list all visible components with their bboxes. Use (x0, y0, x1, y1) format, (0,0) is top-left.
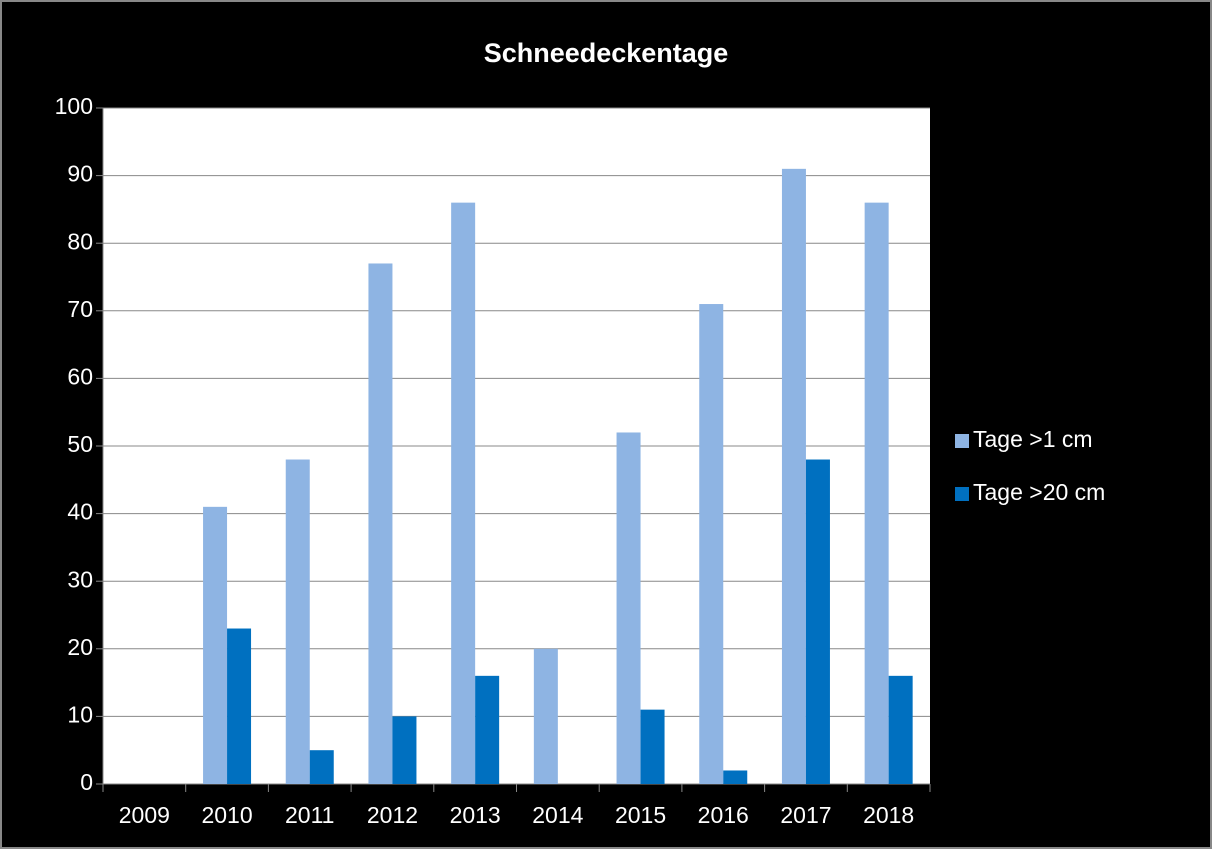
bar (864, 202, 889, 784)
legend-label: Tage >20 cm (973, 479, 1105, 505)
y-tick-label: 90 (67, 161, 93, 187)
bar (368, 263, 393, 785)
x-tick-label: 2015 (615, 802, 666, 828)
bar (309, 750, 334, 784)
bar (203, 506, 228, 784)
y-tick-label: 20 (67, 634, 93, 660)
bar (616, 432, 641, 784)
legend-swatch (955, 434, 969, 448)
bar (451, 202, 476, 784)
bar (533, 648, 558, 784)
x-tick-label: 2011 (285, 802, 334, 828)
y-tick-label: 50 (67, 431, 93, 457)
x-tick-label: 2009 (119, 802, 170, 828)
bar (227, 628, 252, 784)
legend-label: Tage >1 cm (973, 426, 1093, 452)
x-tick-label: 2012 (367, 802, 418, 828)
y-tick-label: 70 (67, 296, 93, 322)
x-tick-label: 2017 (780, 802, 831, 828)
y-tick-label: 0 (80, 769, 93, 795)
bar (805, 459, 830, 784)
y-tick-label: 100 (55, 93, 93, 119)
bar (723, 770, 748, 784)
y-tick-label: 80 (67, 228, 93, 254)
bar (888, 675, 913, 784)
x-tick-label: 2016 (698, 802, 749, 828)
x-tick-label: 2018 (863, 802, 914, 828)
x-tick-label: 2010 (201, 802, 252, 828)
x-tick-label: 2013 (450, 802, 501, 828)
bar (699, 304, 724, 784)
y-tick-label: 40 (67, 499, 93, 525)
legend-swatch (955, 487, 969, 501)
y-tick-label: 60 (67, 363, 93, 389)
bar (285, 459, 310, 784)
x-tick-label: 2014 (532, 802, 583, 828)
bar (392, 716, 417, 784)
y-tick-label: 10 (67, 701, 93, 727)
bar (781, 168, 806, 785)
bar (475, 675, 500, 784)
bar (640, 709, 665, 784)
chart-title: Schneedeckentage (484, 38, 729, 68)
y-tick-label: 30 (67, 566, 93, 592)
